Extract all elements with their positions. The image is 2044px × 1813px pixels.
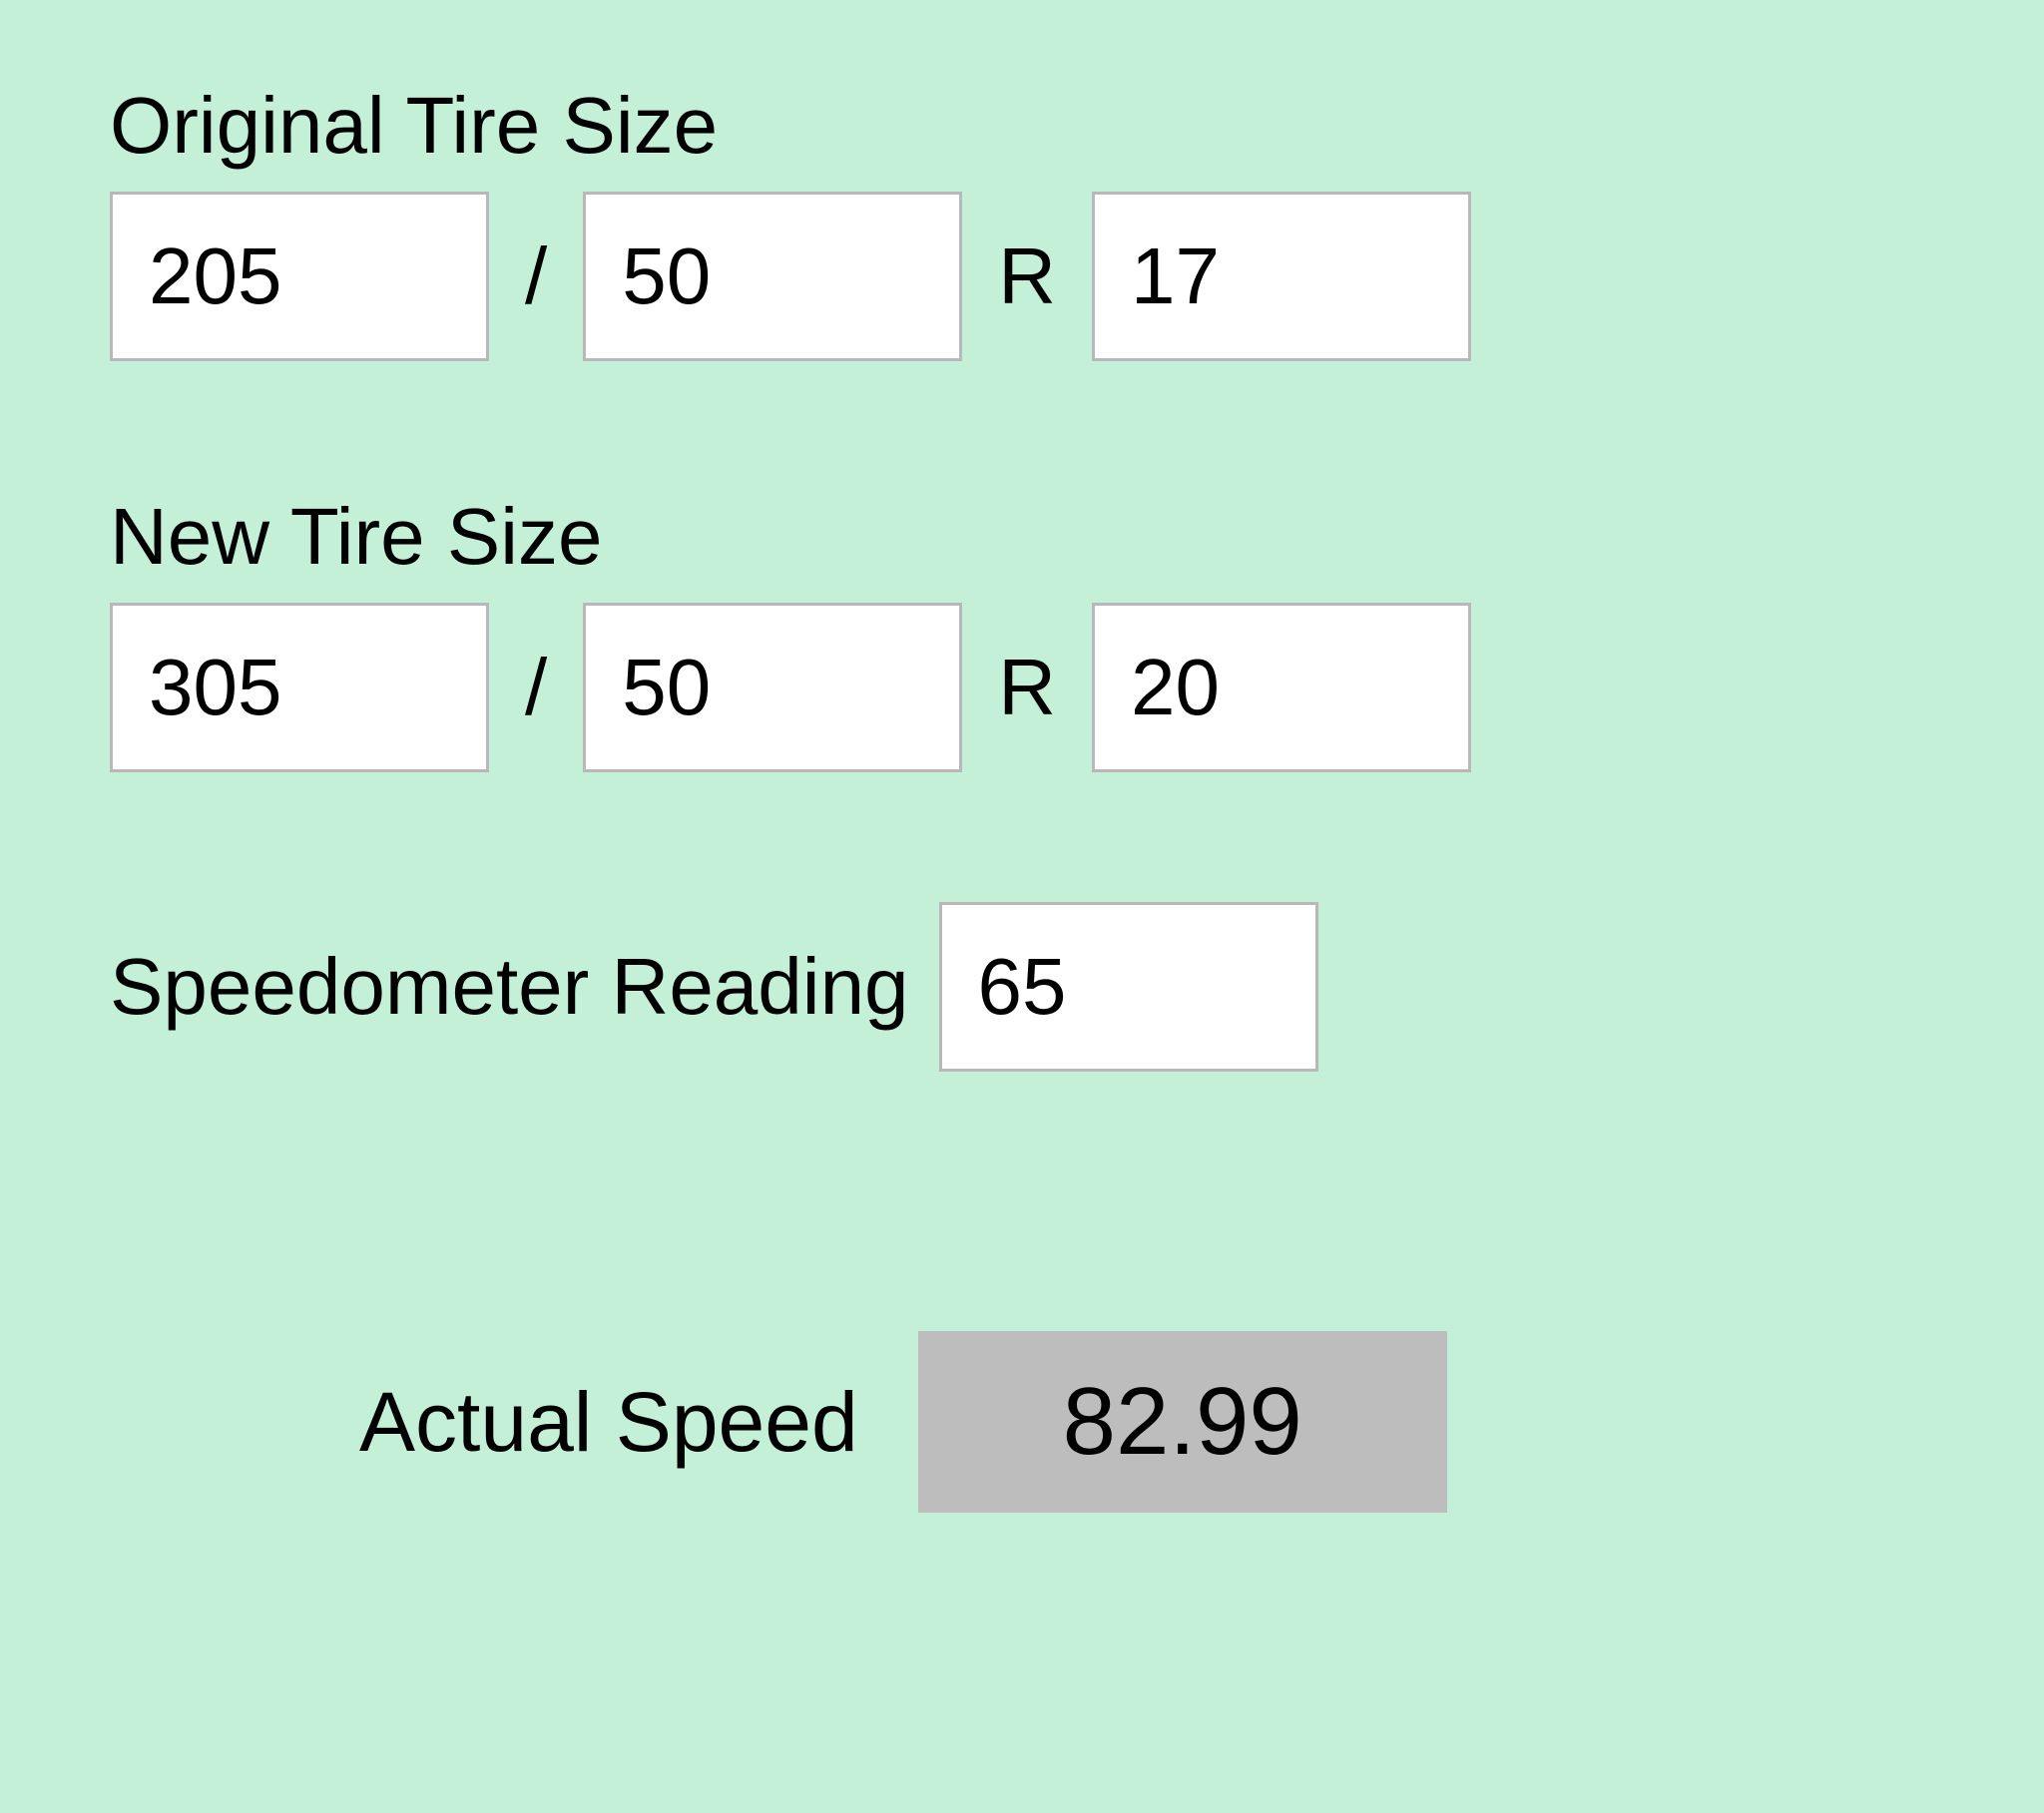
slash-separator: / (519, 642, 553, 733)
new-tire-label: New Tire Size (110, 491, 1934, 583)
original-width-input[interactable] (110, 192, 489, 361)
original-tire-row: / R (110, 192, 1934, 361)
result-section: Actual Speed 82.99 (110, 1331, 1934, 1513)
speedometer-input[interactable] (939, 902, 1318, 1072)
original-tire-label: Original Tire Size (110, 80, 1934, 172)
r-separator: R (992, 230, 1062, 322)
original-rim-input[interactable] (1092, 192, 1471, 361)
original-tire-section: Original Tire Size / R (110, 80, 1934, 361)
original-aspect-input[interactable] (583, 192, 962, 361)
actual-speed-label: Actual Speed (359, 1374, 858, 1471)
slash-separator: / (519, 230, 553, 322)
speedometer-section: Speedometer Reading (110, 902, 1934, 1072)
new-tire-section: New Tire Size / R (110, 491, 1934, 772)
new-tire-row: / R (110, 603, 1934, 772)
actual-speed-value: 82.99 (918, 1331, 1447, 1513)
speedometer-label: Speedometer Reading (110, 941, 909, 1033)
new-aspect-input[interactable] (583, 603, 962, 772)
new-width-input[interactable] (110, 603, 489, 772)
new-rim-input[interactable] (1092, 603, 1471, 772)
r-separator: R (992, 642, 1062, 733)
